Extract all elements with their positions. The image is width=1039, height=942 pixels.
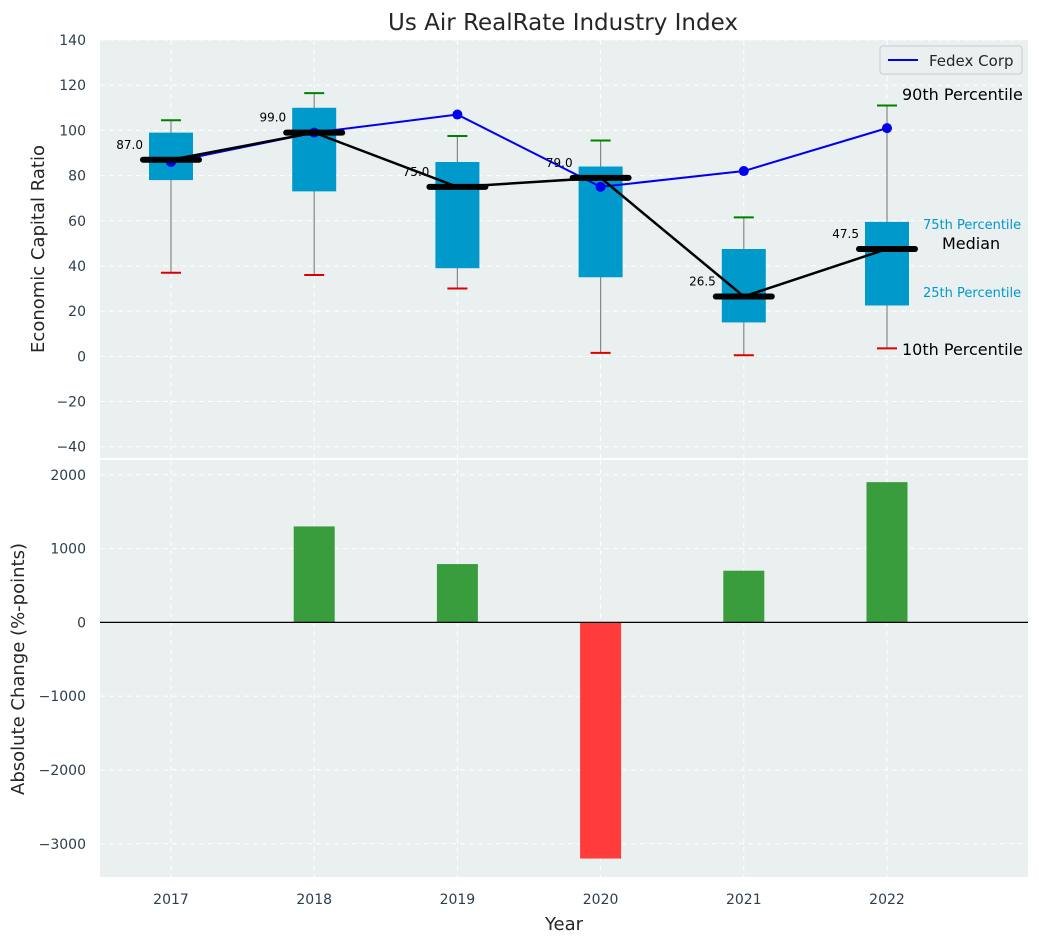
top-y-tick-label: 100 <box>59 123 86 139</box>
change-bar <box>866 482 908 623</box>
bottom-y-tick-label: 1000 <box>50 542 86 558</box>
change-bar <box>293 526 335 623</box>
fedex-series-point <box>882 123 892 134</box>
x-axis-label: Year <box>544 914 584 935</box>
x-tick-label: 2017 <box>153 892 189 908</box>
bottom-gridlines <box>100 460 1028 877</box>
bottom-y-axis-label: Absolute Change (%-points) <box>8 543 29 795</box>
p10-annotation: 10th Percentile <box>902 340 1023 359</box>
bottom-y-tick-label: −3000 <box>39 837 86 853</box>
fedex-series-point <box>452 109 463 120</box>
p75-annotation: 75th Percentile <box>923 218 1021 233</box>
median-value-label: 75.0 <box>403 165 430 179</box>
top-y-ticks: −40 −20 0 20 40 60 80 100 120 140 <box>56 33 86 456</box>
median-annotation: Median <box>942 234 1000 253</box>
top-y-tick-label: −40 <box>56 440 86 456</box>
median-value-label: 26.5 <box>689 274 716 288</box>
top-y-tick-label: 120 <box>59 78 86 94</box>
top-y-axis-label: Economic Capital Ratio <box>28 145 49 353</box>
change-bars-group <box>100 482 1028 859</box>
median-value-label: 87.0 <box>116 138 143 152</box>
top-y-tick-label: 20 <box>68 304 86 320</box>
iqr-box <box>865 221 909 306</box>
bottom-y-tick-label: 0 <box>77 615 86 631</box>
top-y-tick-label: 80 <box>68 169 86 185</box>
bottom-y-ticks: −3000 −2000 −1000 0 1000 2000 <box>39 468 86 853</box>
bottom-y-tick-label: −1000 <box>39 689 86 705</box>
x-tick-label: 2019 <box>440 892 476 908</box>
x-tick-label: 2018 <box>296 892 332 908</box>
iqr-box <box>435 162 480 269</box>
iqr-box <box>721 249 766 323</box>
change-bar <box>580 622 622 859</box>
x-tick-label: 2020 <box>583 892 619 908</box>
top-y-tick-label: 40 <box>68 259 86 275</box>
x-tick-label: 2021 <box>726 892 762 908</box>
legend-label-fedex: Fedex Corp <box>929 52 1014 70</box>
x-tick-label: 2022 <box>869 892 905 908</box>
median-value-label: 47.5 <box>832 227 859 241</box>
change-bar <box>436 564 478 623</box>
top-y-tick-label: 60 <box>68 214 86 230</box>
median-value-label: 79.0 <box>546 156 573 170</box>
top-y-tick-label: −20 <box>56 395 86 411</box>
top-y-tick-label: 0 <box>77 349 86 365</box>
median-line-group <box>140 129 918 300</box>
bottom-y-tick-label: 2000 <box>50 468 86 484</box>
legend: Fedex Corp <box>879 45 1023 75</box>
top-y-tick-label: 140 <box>59 33 86 49</box>
x-ticks: 2017 2018 2019 2020 2021 2022 <box>153 892 905 908</box>
median-value-label: 99.0 <box>259 111 286 125</box>
p25-annotation: 25th Percentile <box>923 286 1021 301</box>
change-bar <box>723 570 765 623</box>
p90-annotation: 90th Percentile <box>902 85 1023 104</box>
legend-box <box>879 45 1023 75</box>
median-labels-group: 87.0 99.0 75.0 79.0 26.5 47.5 <box>116 111 859 289</box>
chart-title: Us Air RealRate Industry Index <box>388 10 738 36</box>
fedex-series-point <box>738 166 749 177</box>
iqr-box <box>292 107 337 192</box>
fedex-series-point <box>595 181 606 192</box>
median-connector-line <box>170 131 888 298</box>
bottom-y-tick-label: −2000 <box>39 763 86 779</box>
